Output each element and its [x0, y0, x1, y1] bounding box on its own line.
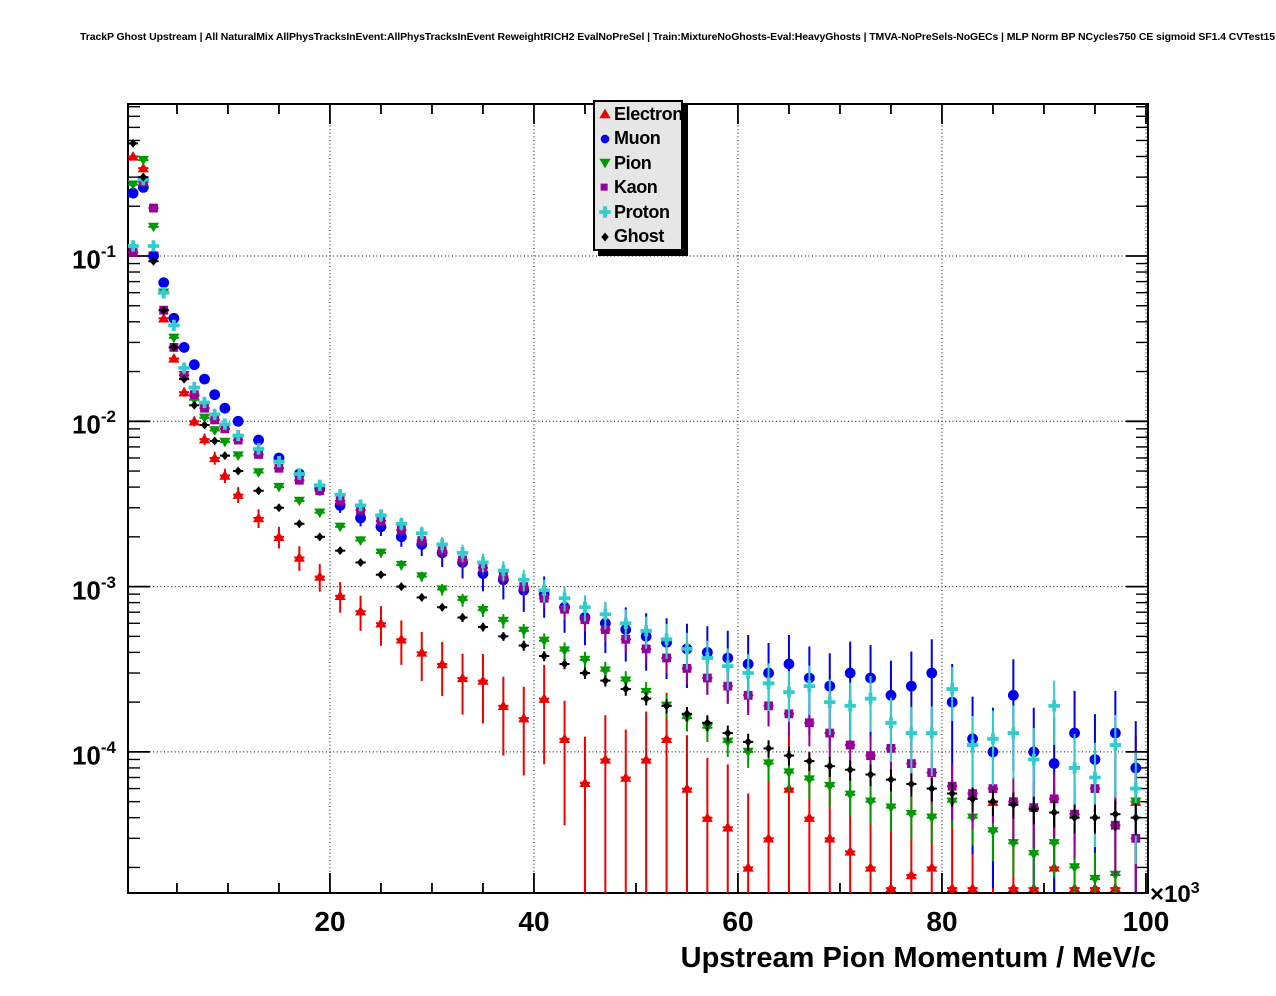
legend-item-electron: Electron: [595, 102, 681, 127]
legend-item-muon: Muon: [595, 127, 681, 152]
legend-item-label: Pion: [614, 152, 652, 173]
legend-item-proton: Proton: [595, 200, 681, 225]
x-axis-multiplier: ×103: [1150, 880, 1200, 908]
legend: Electron Muon Pion Kaon Proton Ghost: [593, 100, 683, 251]
legend-item-label: Kaon: [614, 177, 658, 198]
legend-item-label: Muon: [614, 128, 661, 149]
legend-item-label: Proton: [614, 201, 670, 222]
y-tick-label-10-4: 10-4: [71, 737, 116, 771]
y-tick-label-10-1: 10-1: [71, 242, 116, 275]
legend-item-label: Electron: [614, 103, 681, 124]
y-tick-label-10-2: 10-2: [71, 407, 116, 440]
x-axis-title: Upstream Pion Momentum / MeV/c: [680, 942, 1156, 974]
legend-item-ghost: Ghost: [595, 225, 681, 250]
legend-item-pion: Pion: [595, 151, 681, 176]
diamond-icon: [601, 232, 609, 242]
circle-icon: [600, 134, 610, 144]
triangle-down-icon: [599, 159, 611, 169]
x-tick-label-80: 80: [926, 906, 958, 937]
triangle-up-icon: [599, 108, 611, 119]
legend-item-kaon: Kaon: [595, 176, 681, 201]
legend-item-label: Ghost: [614, 226, 664, 247]
x-tick-label-100: 100: [1122, 906, 1170, 937]
x-tick-label-60: 60: [722, 906, 754, 937]
x-tick-label-20: 20: [314, 906, 346, 937]
x-tick-label-40: 40: [518, 906, 550, 937]
plot-title: TrackP Ghost Upstream | All NaturalMix A…: [80, 31, 1276, 43]
series-proton: [128, 173, 1142, 864]
y-tick-label-10-3: 10-3: [71, 572, 116, 606]
series-ghost: [128, 138, 1141, 836]
square-icon: [600, 183, 608, 191]
cross-icon: [599, 206, 611, 218]
